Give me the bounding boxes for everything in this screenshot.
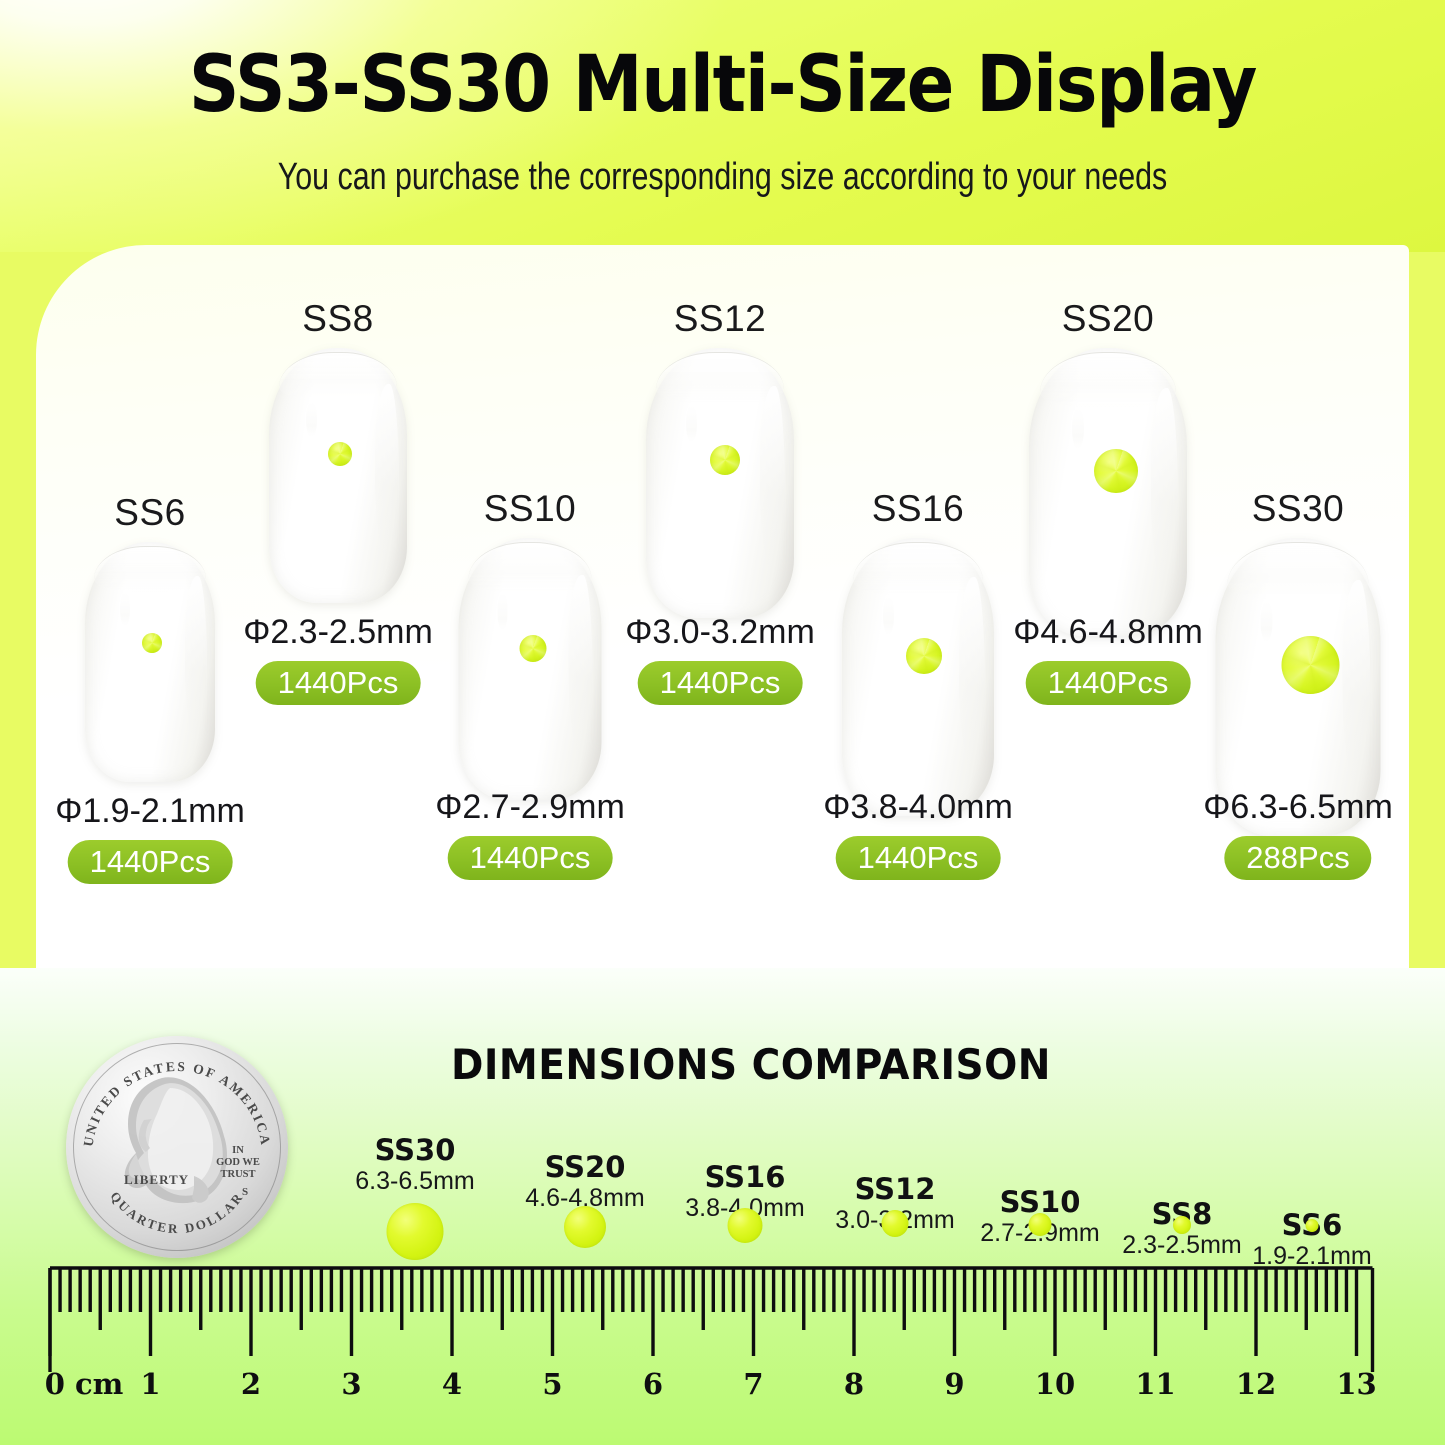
nail-count-badge: 1440Pcs — [835, 836, 1001, 880]
comparison-label: SS12 — [854, 1172, 936, 1206]
nail-size-text: Φ4.6-4.8mm — [1013, 613, 1203, 651]
rhinestone — [1281, 636, 1340, 695]
ruler: 0 cm 1 2 3 4 5 6 7 8 9 10 11 12 13 — [44, 1262, 1386, 1437]
comparison-title: DIMENSIONS COMPARISON — [451, 1040, 1051, 1089]
ruler-number: 11 — [1135, 1367, 1175, 1401]
coin-rim — [73, 1043, 281, 1251]
ruler-number: 3 — [341, 1367, 361, 1401]
comparison-label: SS20 — [544, 1150, 626, 1184]
nail-count-badge: 288Pcs — [1224, 836, 1372, 880]
rhinestone — [1093, 448, 1138, 493]
washington-profile — [124, 1077, 227, 1204]
page-title: SS3-SS30 Multi-Size Display — [188, 40, 1258, 130]
nail-count-badge: 1440Pcs — [67, 840, 233, 884]
ruler-number: 8 — [844, 1367, 864, 1401]
nail-size-text: Φ6.3-6.5mm — [1203, 788, 1393, 826]
nail-size-text: Φ3.0-3.2mm — [625, 613, 815, 651]
ruler-number: 6 — [643, 1367, 663, 1401]
ruler-number-labels: 0 cm 1 2 3 4 5 6 7 8 9 10 11 12 13 — [45, 1367, 1377, 1401]
rhinestone — [519, 634, 547, 662]
rhinestone — [142, 633, 163, 654]
nail-label: SS30 — [1251, 488, 1345, 529]
nail-tip-art — [1029, 348, 1187, 636]
nail-tip-art — [646, 348, 794, 618]
nail-count-badge: 1440Pcs — [637, 661, 803, 705]
nail-label: SS20 — [1061, 298, 1155, 339]
nail-label: SS6 — [114, 492, 186, 533]
nail-gloss-highlight — [1260, 600, 1273, 643]
nail-label: SS8 — [302, 298, 374, 339]
coin-liberty: LIBERTY — [124, 1172, 189, 1187]
coin-motto-line-1: IN — [232, 1145, 244, 1156]
coin-motto-line-2: GOD WE — [216, 1157, 260, 1168]
comparison-rhinestone — [1028, 1213, 1052, 1236]
comparison-label: SS30 — [374, 1133, 456, 1167]
ruler-number: 7 — [743, 1367, 763, 1401]
ruler-number: 4 — [442, 1367, 462, 1401]
nail-count-badge: 1440Pcs — [255, 661, 421, 705]
comparison-size: 1.9-2.1mm — [1252, 1242, 1372, 1270]
page-subtitle: You can purchase the corresponding size … — [277, 156, 1168, 198]
nail-gloss-highlight — [685, 404, 698, 443]
comparison-rhinestone — [1173, 1216, 1191, 1234]
quarter-dollar-coin: UNITED STATES OF AMERICA QUARTER DOLLAR … — [66, 1036, 288, 1258]
rhinestone — [328, 442, 353, 467]
comparison-rhinestone — [1305, 1219, 1319, 1232]
nail-gloss-highlight — [497, 593, 508, 630]
nail-size-text: Φ1.9-2.1mm — [55, 792, 245, 830]
nail-tip-art — [85, 542, 215, 782]
nail-count-badge: 1440Pcs — [1025, 661, 1191, 705]
comparison-size: 6.3-6.5mm — [355, 1167, 475, 1195]
nail-gloss-highlight — [883, 596, 895, 636]
nail-label: SS10 — [483, 488, 577, 529]
nail-gloss-highlight — [306, 401, 317, 438]
nail-tip-art — [458, 538, 602, 800]
nail-tip-art — [842, 538, 994, 816]
rhinestone — [709, 445, 740, 476]
header-banner: SS3-SS30 Multi-Size Display You can purc… — [0, 0, 1445, 252]
nail-size-text: Φ2.3-2.5mm — [243, 613, 433, 651]
nail-label: SS12 — [673, 298, 767, 339]
ruler-number: 1 — [140, 1367, 160, 1401]
coin-mint-mark: S — [242, 1186, 248, 1198]
ruler-tick-marks — [48, 1266, 1375, 1372]
ruler-number: 9 — [944, 1367, 964, 1401]
nail-size-text: Φ3.8-4.0mm — [823, 788, 1013, 826]
rhinestone — [905, 638, 942, 675]
comparison-label: SS16 — [704, 1160, 786, 1194]
ruler-svg: 0 cm 1 2 3 4 5 6 7 8 9 10 11 12 13 — [45, 1266, 1377, 1401]
nail-tip-art — [1215, 538, 1381, 836]
comparison-rhinestone — [727, 1208, 763, 1243]
ruler-number: 13 — [1336, 1367, 1376, 1401]
coin-engraving: UNITED STATES OF AMERICA QUARTER DOLLAR … — [80, 1059, 271, 1236]
ruler-number: 5 — [542, 1367, 562, 1401]
ruler-number: 0 cm — [45, 1367, 124, 1401]
ruler-number: 2 — [241, 1367, 261, 1401]
nail-gloss-highlight — [120, 592, 130, 626]
comparison-size: 2.3-2.5mm — [1122, 1231, 1242, 1259]
nail-size-text: Φ2.7-2.9mm — [435, 788, 625, 826]
coin-motto-line-3: TRUST — [220, 1169, 255, 1180]
comparison-rhinestone — [386, 1203, 444, 1260]
comparison-rhinestone — [564, 1206, 606, 1248]
nail-count-badge: 1440Pcs — [447, 836, 613, 880]
nail-tip-art — [269, 348, 407, 603]
nail-label: SS16 — [871, 488, 965, 529]
comparison-rhinestone — [881, 1210, 909, 1237]
nail-gloss-highlight — [1071, 408, 1084, 449]
ruler-number: 10 — [1035, 1367, 1075, 1401]
ruler-number: 12 — [1236, 1367, 1276, 1401]
